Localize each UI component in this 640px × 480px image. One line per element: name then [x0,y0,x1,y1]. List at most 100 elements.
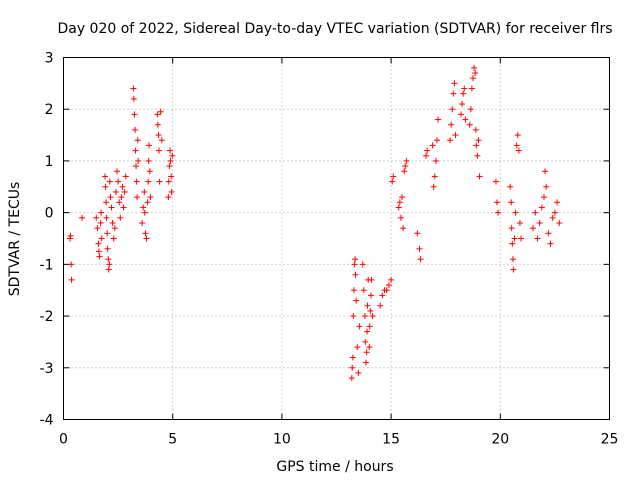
data-points [67,64,563,382]
data-point [130,95,137,102]
data-point [154,111,161,118]
x-tick-label: 25 [601,432,619,448]
x-tick-label: 0 [59,432,68,448]
y-axis-title: SDTVAR / TECUs [7,182,23,297]
data-point [67,232,74,239]
data-point [362,359,369,366]
data-point [167,147,174,154]
x-tick-label: 20 [491,432,509,448]
data-point [144,199,151,206]
data-point [98,235,105,242]
data-point [460,90,467,97]
data-point [145,157,152,164]
data-point [168,188,175,195]
data-point [169,152,176,159]
data-point [530,225,537,232]
data-point [450,90,457,97]
data-point [352,271,359,278]
data-point [110,235,117,242]
data-point [165,178,172,185]
data-point [120,204,127,211]
data-point [101,173,108,180]
data-point [473,142,480,149]
data-point [472,126,479,133]
data-point [68,261,75,268]
data-point [142,230,149,237]
data-point [111,225,118,232]
data-point [514,132,521,139]
data-point [472,70,479,77]
data-point [556,219,563,226]
data-point [430,183,437,190]
data-point [518,235,525,242]
data-point [397,214,404,221]
data-point [471,64,478,71]
data-point [102,183,109,190]
data-point [356,323,363,330]
chart-title-text: Day 020 of 2022, Sidereal Day-to-day VTE… [57,21,612,37]
data-point [121,188,128,195]
data-point [97,219,104,226]
data-point [389,178,396,185]
data-point [112,188,119,195]
data-point [108,204,115,211]
data-point [165,194,172,201]
data-point [168,173,175,180]
y-tick-label: 0 [45,206,54,222]
data-point [459,101,466,108]
data-point [379,292,386,299]
data-point [349,364,356,371]
data-point [117,214,124,221]
data-point [513,142,520,149]
data-point [429,142,436,149]
data-point [495,209,502,216]
y-tick-label: 1 [45,154,54,170]
data-point [364,302,371,309]
data-point [432,157,439,164]
data-point [390,173,397,180]
data-point [534,235,541,242]
data-point [466,121,473,128]
data-point [543,183,550,190]
data-point [133,178,140,185]
data-point [433,137,440,144]
data-point [106,178,113,185]
data-point [135,157,142,164]
data-point [547,240,554,247]
data-point [403,157,410,164]
data-point [158,137,165,144]
chart-title: Day 020 of 2022, Sidereal Day-to-day VTE… [57,21,612,37]
x-tick-label: 5 [168,432,177,448]
data-point [131,111,138,118]
data-point [476,173,483,180]
data-point [452,132,459,139]
data-point [106,261,113,268]
data-point [130,85,137,92]
data-point [359,261,366,268]
data-point [508,199,515,206]
data-point [475,137,482,144]
data-point [360,287,367,294]
data-point [431,173,438,180]
data-point [424,147,431,154]
data-point [511,235,518,242]
data-point [351,261,358,268]
data-point [532,209,539,216]
data-point [368,292,375,299]
data-point [470,75,476,82]
data-point [461,85,468,92]
data-point [94,225,101,232]
data-point [104,230,111,237]
data-point [538,204,545,211]
data-point [551,209,558,216]
data-point [155,132,162,139]
y-tick-label: -2 [40,309,54,325]
data-point [467,106,474,113]
data-point [510,266,517,273]
data-point [494,199,501,206]
data-point [350,287,357,294]
data-point [103,199,110,206]
data-point [447,137,454,144]
data-point [401,168,408,175]
data-point [367,307,374,314]
